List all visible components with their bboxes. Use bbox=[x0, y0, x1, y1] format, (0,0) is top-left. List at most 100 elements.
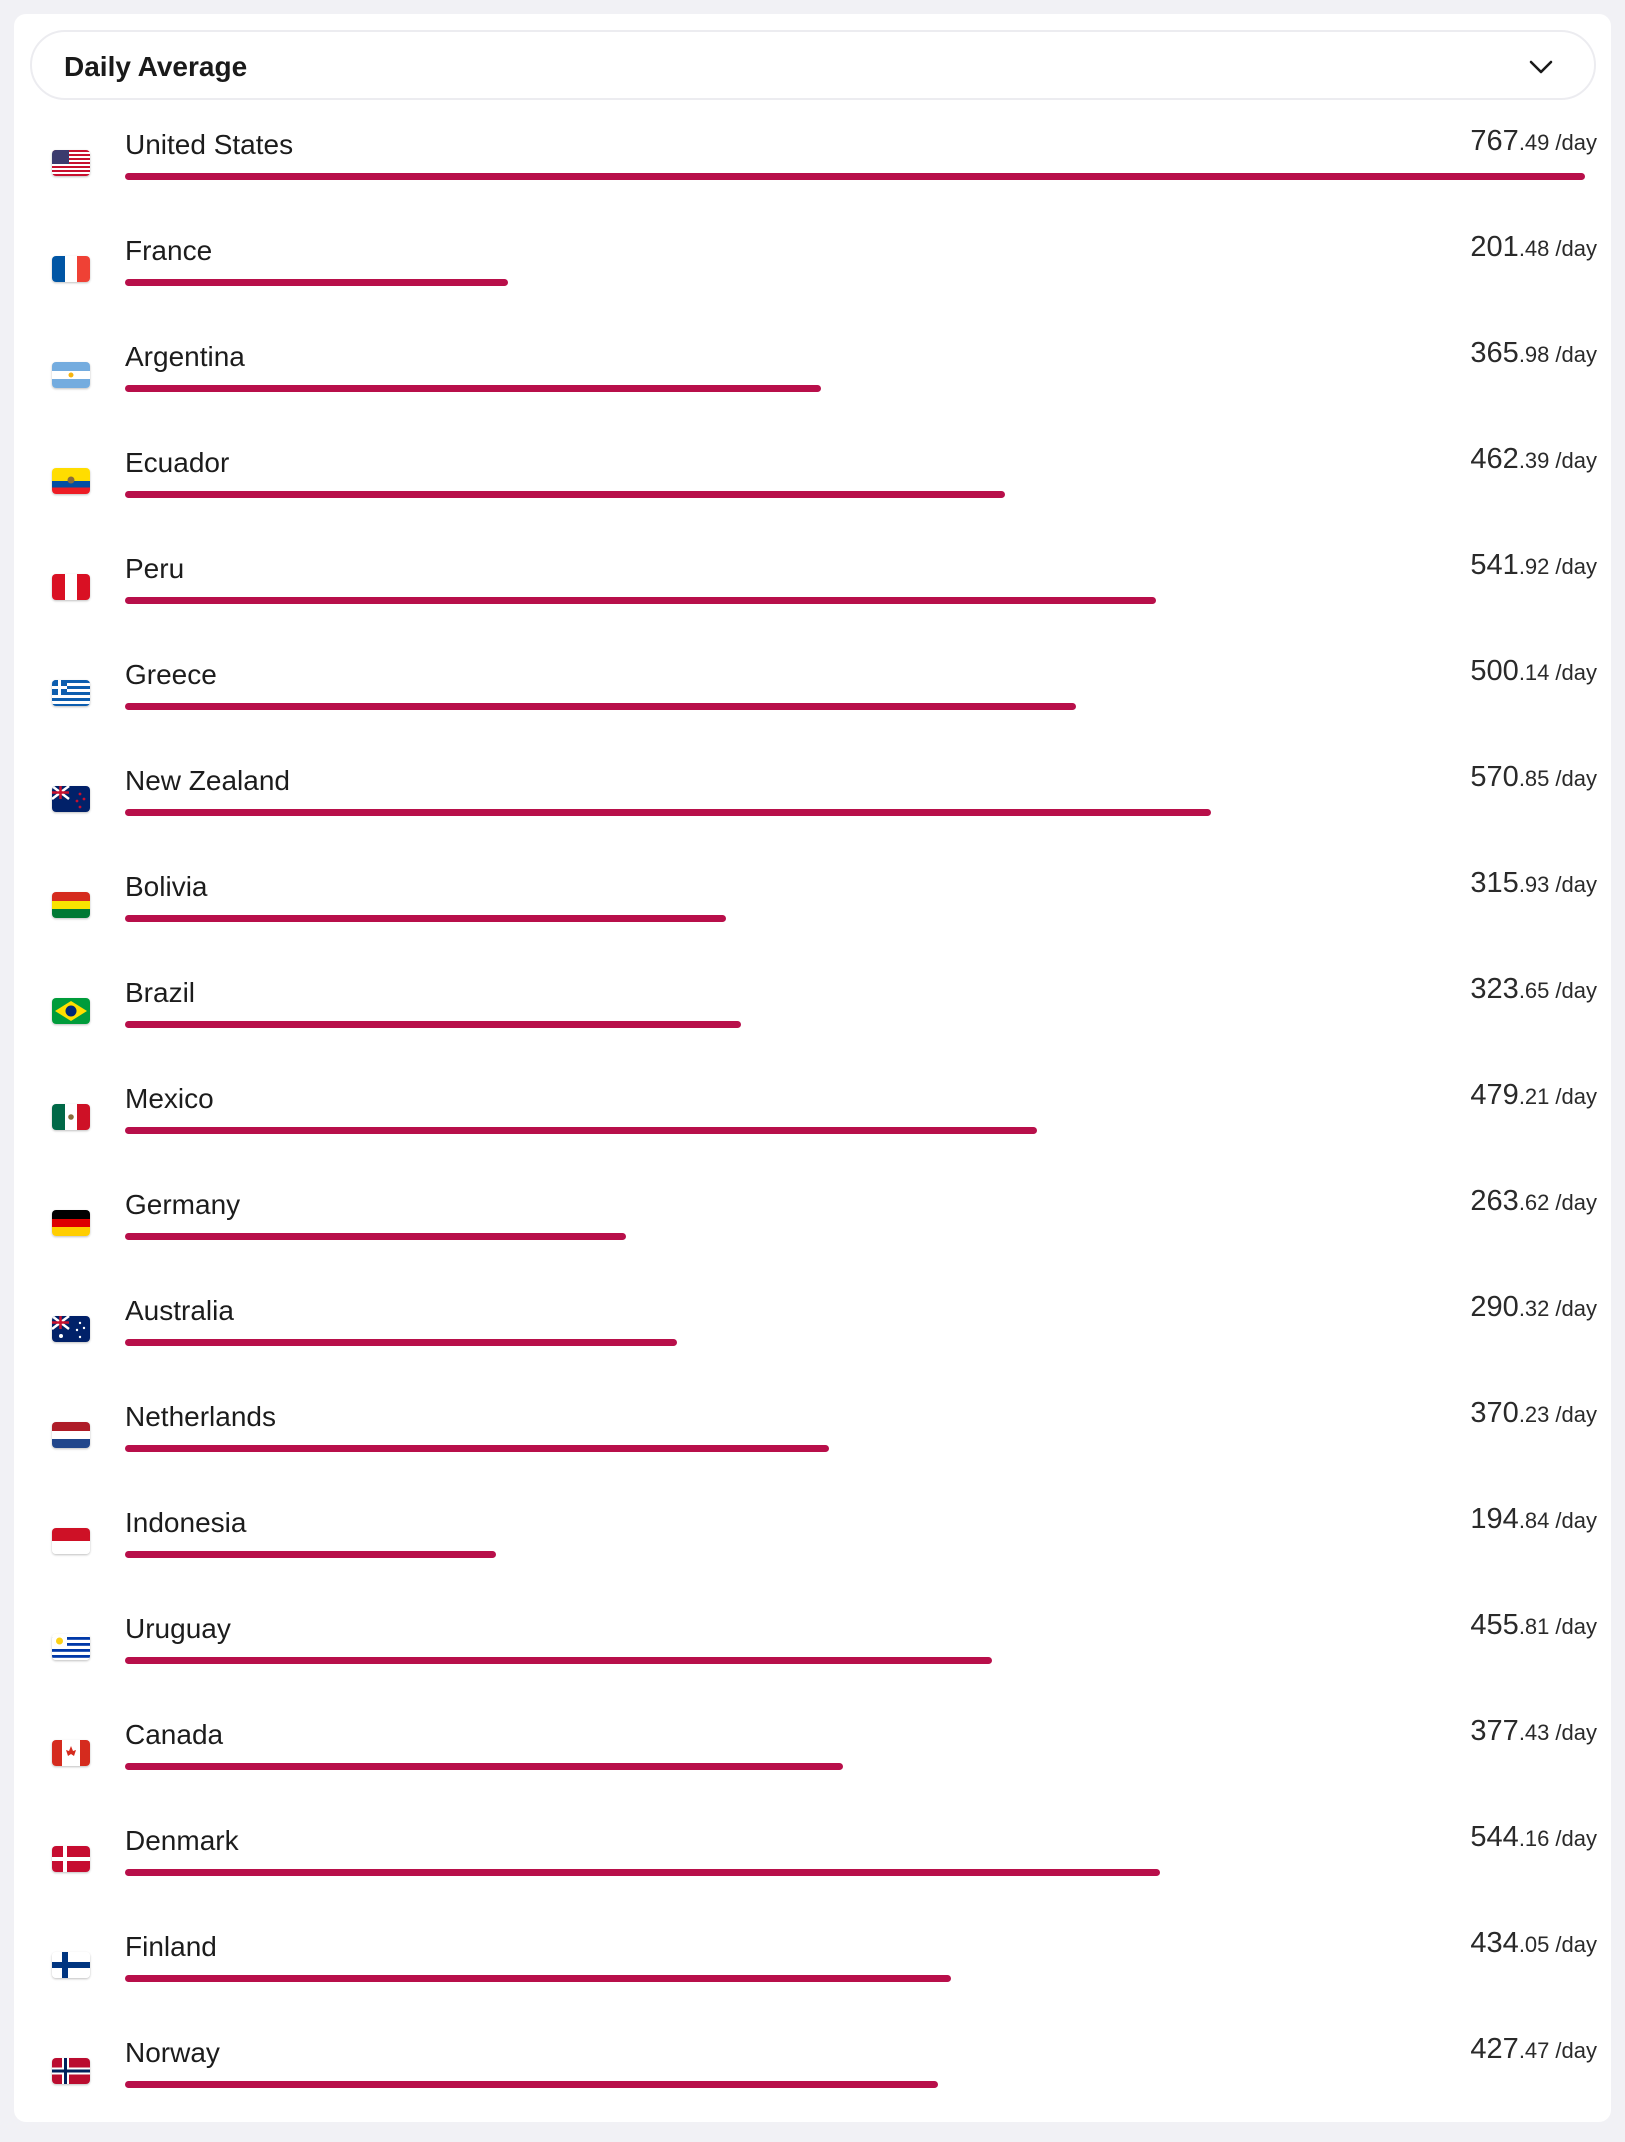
value-integer: 370 bbox=[1470, 1397, 1519, 1429]
daily-value: 479.21/day bbox=[1470, 1078, 1597, 1117]
value-integer: 315 bbox=[1470, 867, 1519, 899]
country-row: Canada 377.43/day bbox=[14, 1715, 1611, 1824]
value-decimal: .32 bbox=[1518, 1296, 1550, 1321]
value-bar bbox=[125, 1551, 496, 1558]
daily-value: 263.62/day bbox=[1470, 1184, 1597, 1223]
value-bar bbox=[125, 703, 1076, 710]
country-name: Norway bbox=[125, 2037, 220, 2068]
pe-flag-icon bbox=[52, 574, 90, 600]
value-bar bbox=[125, 1869, 1160, 1876]
value-unit: /day bbox=[1555, 978, 1597, 1003]
value-unit: /day bbox=[1555, 2038, 1597, 2063]
value-bar bbox=[125, 1445, 829, 1452]
dropdown-label: Daily Average bbox=[64, 51, 248, 82]
nl-flag-icon bbox=[52, 1422, 90, 1448]
value-unit: /day bbox=[1555, 766, 1597, 791]
bo-flag-icon bbox=[52, 892, 90, 918]
value-unit: /day bbox=[1555, 660, 1597, 685]
country-name: Denmark bbox=[125, 1825, 239, 1856]
value-unit: /day bbox=[1555, 1614, 1597, 1639]
daily-average-panel: Daily Average United States 767.49/day Fra… bbox=[14, 14, 1611, 2122]
country-row: United States 767.49/day bbox=[14, 125, 1611, 234]
country-name: Mexico bbox=[125, 1083, 214, 1114]
country-row: Finland 434.05/day bbox=[14, 1927, 1611, 2036]
daily-value: 434.05/day bbox=[1470, 1926, 1597, 1965]
value-decimal: .84 bbox=[1518, 1508, 1550, 1533]
value-integer: 194 bbox=[1470, 1503, 1519, 1535]
value-unit: /day bbox=[1555, 448, 1597, 473]
daily-value: 315.93/day bbox=[1470, 866, 1597, 905]
daily-value: 290.32/day bbox=[1470, 1290, 1597, 1329]
chevron-down-icon[interactable] bbox=[1528, 54, 1554, 80]
value-integer: 201 bbox=[1470, 231, 1519, 263]
country-name: Greece bbox=[125, 659, 217, 690]
country-row: Peru 541.92/day bbox=[14, 549, 1611, 658]
value-bar bbox=[125, 1339, 677, 1346]
country-name: United States bbox=[125, 129, 294, 160]
value-bar bbox=[125, 279, 508, 286]
de-flag-icon bbox=[52, 1210, 90, 1236]
country-row: Argentina 365.98/day bbox=[14, 337, 1611, 446]
value-decimal: .85 bbox=[1518, 766, 1550, 791]
value-decimal: .05 bbox=[1518, 1932, 1550, 1957]
value-decimal: .43 bbox=[1518, 1720, 1550, 1745]
value-bar bbox=[125, 915, 726, 922]
country-name: Canada bbox=[125, 1719, 224, 1750]
daily-value: 370.23/day bbox=[1470, 1396, 1597, 1435]
value-integer: 455 bbox=[1470, 1609, 1519, 1641]
daily-value: 570.85/day bbox=[1470, 760, 1597, 799]
country-name: Germany bbox=[125, 1189, 241, 1220]
value-bar bbox=[125, 1233, 626, 1240]
mx-flag-icon bbox=[52, 1104, 90, 1130]
gr-flag-icon bbox=[52, 680, 90, 706]
value-decimal: .23 bbox=[1518, 1402, 1550, 1427]
country-row: Mexico 479.21/day bbox=[14, 1079, 1611, 1188]
country-name: Australia bbox=[125, 1295, 234, 1326]
daily-value: 455.81/day bbox=[1470, 1608, 1597, 1647]
value-bar bbox=[125, 173, 1585, 180]
daily-value: 544.16/day bbox=[1470, 1820, 1597, 1859]
value-integer: 541 bbox=[1470, 549, 1519, 581]
daily-value: 541.92/day bbox=[1470, 548, 1597, 587]
value-decimal: .92 bbox=[1518, 554, 1550, 579]
daily-value: 500.14/day bbox=[1470, 654, 1597, 693]
value-unit: /day bbox=[1555, 342, 1597, 367]
br-flag-icon bbox=[52, 998, 90, 1024]
value-unit: /day bbox=[1555, 1826, 1597, 1851]
fi-flag-icon bbox=[52, 1952, 90, 1978]
value-integer: 290 bbox=[1470, 1291, 1519, 1323]
value-integer: 263 bbox=[1470, 1185, 1519, 1217]
value-integer: 365 bbox=[1470, 337, 1519, 369]
country-row: Bolivia 315.93/day bbox=[14, 867, 1611, 976]
metric-dropdown[interactable]: Daily Average bbox=[30, 30, 1596, 100]
value-unit: /day bbox=[1555, 1402, 1597, 1427]
value-bar bbox=[125, 1021, 741, 1028]
country-name: Finland bbox=[125, 1931, 217, 1962]
value-integer: 434 bbox=[1470, 1927, 1519, 1959]
value-unit: /day bbox=[1555, 1720, 1597, 1745]
value-unit: /day bbox=[1555, 1190, 1597, 1215]
country-name: France bbox=[125, 235, 213, 266]
value-bar bbox=[125, 1975, 951, 1982]
country-row: Germany 263.62/day bbox=[14, 1185, 1611, 1294]
country-name: Netherlands bbox=[125, 1401, 276, 1432]
daily-value: 462.39/day bbox=[1470, 442, 1597, 481]
value-integer: 462 bbox=[1470, 443, 1519, 475]
ar-flag-icon bbox=[52, 362, 90, 388]
value-unit: /day bbox=[1555, 1932, 1597, 1957]
value-bar bbox=[125, 1657, 992, 1664]
value-integer: 377 bbox=[1470, 1715, 1519, 1747]
value-decimal: .21 bbox=[1518, 1084, 1550, 1109]
country-row: Norway 427.47/day bbox=[14, 2033, 1611, 2142]
value-bar bbox=[125, 1127, 1037, 1134]
dk-flag-icon bbox=[52, 1846, 90, 1872]
daily-value: 201.48/day bbox=[1470, 230, 1597, 269]
daily-value: 427.47/day bbox=[1470, 2032, 1597, 2071]
country-row: Brazil 323.65/day bbox=[14, 973, 1611, 1082]
value-bar bbox=[125, 597, 1156, 604]
value-decimal: .81 bbox=[1518, 1614, 1550, 1639]
value-decimal: .14 bbox=[1518, 660, 1550, 685]
country-name: Brazil bbox=[125, 977, 196, 1008]
au-flag-icon bbox=[52, 1316, 90, 1342]
value-bar bbox=[125, 385, 821, 392]
